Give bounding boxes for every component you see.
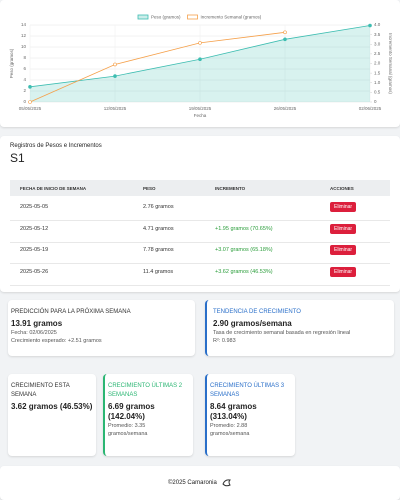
row-divider: [10, 284, 390, 286]
legend-swatch: [137, 14, 149, 20]
y-tick-label: 8: [23, 55, 26, 60]
logo-icon: [222, 479, 232, 487]
card-text: Promedio: 3.35 gramos/semana: [108, 423, 148, 437]
y-tick-label: 2: [23, 88, 26, 93]
x-tick-label: 02/06/2025: [359, 106, 382, 111]
cell: +1.95 gramos (70.65%): [215, 225, 273, 232]
card-value: 13.91 gramos: [11, 319, 63, 328]
point: [28, 100, 32, 104]
y2-tick-label: 0: [374, 99, 377, 104]
y2-axis-title: Incremento Semanal (gramos): [388, 33, 393, 94]
y-tick-label: 6: [23, 66, 26, 71]
card-text: Crecimiento esperado: +2.51 gramos: [11, 338, 102, 344]
card-text: Tasa de crecimiento semanal basada en re…: [213, 330, 351, 336]
cell: 11.4 gramos: [143, 268, 174, 275]
y2-tick-label: 2.5: [374, 51, 381, 56]
cell: 2025-05-19: [20, 247, 49, 253]
table-header-cell: PESO: [143, 186, 156, 191]
card-value: 2.90 gramos/semana: [213, 319, 292, 328]
prediction-card: PREDICCIÓN PARA LA PRÓXIMA SEMANA 13.91 …: [8, 300, 195, 356]
y-tick-label: 12: [21, 33, 27, 38]
legend-label: Incremento Semanal (gramos): [201, 15, 262, 20]
chart-card: 0 2 4 6 8 10 12 14 0 0.5 1.0 1.5 2.0 2.5 3.0 3.5 4.0 05/0…: [0, 0, 400, 127]
cell: 4.71 gramos: [143, 225, 174, 232]
point: [113, 74, 117, 78]
y2-tick-label: 3.5: [374, 32, 381, 37]
card-value: 6.69 gramos (142.04%): [108, 402, 155, 421]
card-title: PREDICCIÓN PARA LA PRÓXIMA SEMANA: [11, 309, 131, 315]
y-tick-label: 10: [21, 44, 27, 49]
point: [283, 37, 287, 42]
cell: +3.07 gramos (65.18%): [215, 247, 273, 253]
delete-button[interactable]: Eliminar: [330, 202, 357, 212]
x-tick-label: 05/05/2025: [19, 106, 42, 111]
card-text: Promedio: 2.88 gramos/semana: [210, 423, 250, 437]
table-subtitle: S1: [10, 151, 25, 165]
y-tick-label: 4: [23, 77, 26, 82]
table-header-cell: INCREMENTO: [215, 186, 246, 191]
cell: 2025-05-12: [20, 225, 49, 232]
point: [113, 62, 117, 67]
y2-tick-label: 2.0: [374, 61, 381, 66]
trend-card: TENDENCIA DE CRECIMIENTO 2.90 gramos/sem…: [205, 300, 394, 356]
table-title: Registros de Pesos e Incrementos: [10, 143, 102, 149]
card-text: Fecha: 02/06/2025: [11, 330, 57, 336]
table-header-cell: ACCIONES: [330, 186, 354, 191]
table-header-cell: FECHA DE INICIO DE SEMANA: [20, 186, 87, 191]
card-title: CRECIMIENTO ÚLTIMAS 2 SEMANAS: [108, 383, 183, 398]
card-value: 3.62 gramos (46.53%): [11, 402, 93, 411]
row-divider: [10, 263, 390, 264]
x-tick-label: 12/05/2025: [104, 106, 127, 111]
chart: 0 2 4 6 8 10 12 14 0 0.5 1.0 1.5 2.0 2.5 3.0 3.5 4.0 05/0…: [9, 14, 393, 118]
cell: 2025-05-26: [20, 268, 49, 275]
card-value: 8.64 gramos (313.04%): [210, 402, 257, 421]
row-divider: [10, 241, 390, 243]
footer-text: ©2025 Camaronia: [168, 480, 217, 486]
y2-tick-label: 0.5: [374, 90, 381, 95]
cell: 2.76 gramos: [143, 204, 174, 210]
card-title: CRECIMIENTO ESTA SEMANA: [11, 383, 70, 398]
point: [283, 30, 287, 35]
card-title: CRECIMIENTO ÚLTIMAS 3 SEMANAS: [210, 383, 285, 398]
cell: 7.78 gramos: [143, 247, 174, 253]
legend-swatch: [187, 14, 198, 20]
y2-tick-label: 3.0: [374, 41, 381, 46]
line: [29, 31, 286, 103]
row-divider: [10, 220, 390, 221]
y2-tick-label: 1.0: [374, 80, 381, 85]
cell: 2025-05-05: [20, 204, 49, 210]
x-axis-title: Fecha: [194, 113, 207, 118]
table-header: [10, 180, 390, 196]
delete-button[interactable]: Eliminar: [330, 245, 357, 255]
point: [28, 85, 32, 89]
legend-label: Peso (gramos): [151, 15, 181, 20]
cell: +3.62 gramos (46.53%): [215, 268, 273, 275]
footer: ©2025 Camaronia: [0, 466, 400, 500]
point: [368, 23, 372, 28]
growth-card: CRECIMIENTO ÚLTIMAS 2 SEMANAS 6.69 gramos…: [103, 374, 193, 456]
growth-card: CRECIMIENTO ESTA SEMANA 3.62 gramos (46.5…: [8, 374, 96, 456]
y-axis-title: Peso (gramos): [9, 48, 14, 78]
y-tick-label: 0: [23, 99, 26, 104]
y-tick-label: 14: [21, 22, 27, 27]
y2-tick-label: 4.0: [374, 22, 381, 27]
area: [30, 25, 370, 102]
growth-card: CRECIMIENTO ÚLTIMAS 3 SEMANAS 8.64 gramos…: [205, 374, 295, 456]
card-text: R²: 0.983: [213, 338, 236, 344]
card-title: TENDENCIA DE CRECIMIENTO: [213, 309, 301, 315]
point: [198, 41, 202, 45]
x-tick-label: 19/05/2025: [189, 106, 212, 111]
point: [198, 57, 202, 62]
table-card: Registros de Pesos e Incrementos S1 FECH…: [0, 136, 400, 292]
delete-button[interactable]: Eliminar: [330, 266, 357, 277]
x-tick-label: 26/05/2025: [274, 106, 297, 111]
delete-button[interactable]: Eliminar: [330, 223, 357, 234]
y2-tick-label: 1.5: [374, 70, 381, 75]
